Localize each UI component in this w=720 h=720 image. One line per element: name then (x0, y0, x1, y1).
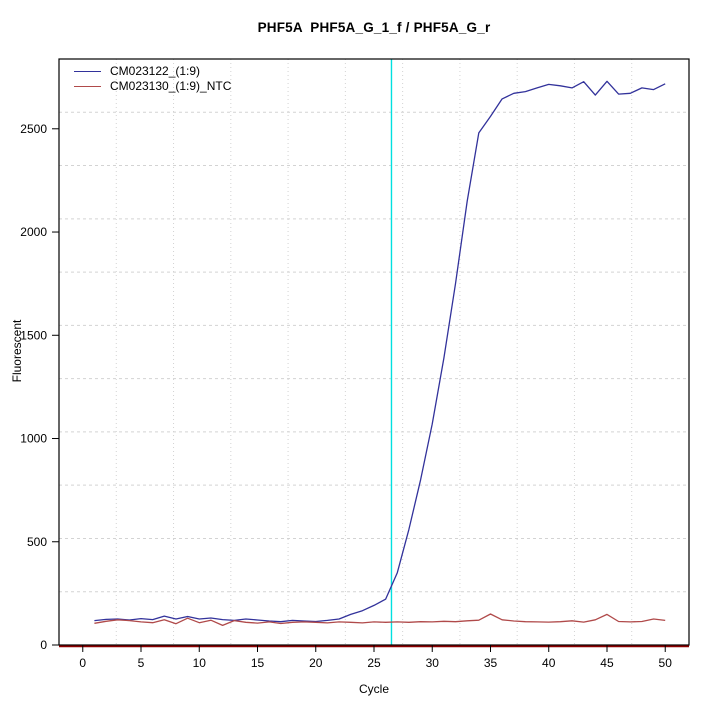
legend-item-sample: CM023122_(1:9) (74, 64, 231, 79)
y-tick-label: 1500 (20, 328, 47, 342)
x-axis-label: Cycle (358, 682, 389, 696)
x-tick-label: 35 (484, 656, 498, 670)
series-line-sample (94, 80, 666, 623)
x-tick-label: 10 (193, 656, 207, 670)
x-tick-label: 25 (367, 656, 381, 670)
x-tick-label: 15 (251, 656, 265, 670)
y-tick-label: 2500 (20, 122, 47, 136)
x-tick-label: 20 (309, 656, 323, 670)
sample-series-line-swatch (74, 71, 101, 72)
chart-title: PHF5A PHF5A_G_1_f / PHF5A_G_r (257, 20, 491, 35)
y-tick-label: 500 (27, 535, 47, 549)
legend: CM023122_(1:9) CM023130_(1:9)_NTC (74, 64, 231, 94)
series-line-ntc (94, 613, 666, 627)
legend-label-sample: CM023122_(1:9) (110, 64, 201, 78)
legend-item-ntc: CM023130_(1:9)_NTC (74, 79, 231, 94)
x-tick-label: 50 (659, 656, 673, 670)
x-tick-label: 40 (542, 656, 556, 670)
x-tick-label: 45 (600, 656, 614, 670)
ntc-series-line-swatch (74, 86, 101, 87)
plot-frame (58, 58, 690, 646)
y-tick-label: 2000 (20, 225, 47, 239)
legend-label-ntc: CM023130_(1:9)_NTC (110, 79, 232, 93)
x-tick-label: 0 (79, 656, 86, 670)
y-tick-label: 0 (40, 638, 47, 652)
x-tick-label: 5 (138, 656, 145, 670)
y-tick-label: 1000 (20, 432, 47, 446)
x-tick-label: 30 (426, 656, 440, 670)
